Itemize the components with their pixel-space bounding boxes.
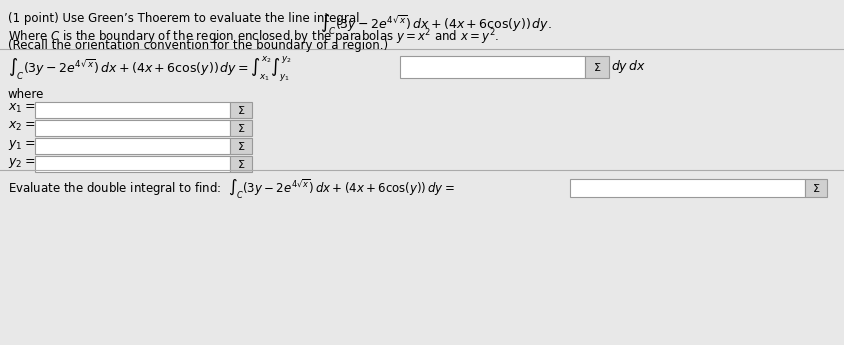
Text: $\Sigma$: $\Sigma$ [236, 140, 245, 152]
FancyBboxPatch shape [584, 56, 609, 78]
Text: $\Sigma$: $\Sigma$ [236, 158, 245, 170]
FancyBboxPatch shape [35, 102, 230, 118]
Text: $\Sigma$: $\Sigma$ [236, 122, 245, 134]
Text: Evaluate the double integral to find:  $\int_C (3y - 2e^{4\sqrt{x}})\,dx + (4x +: Evaluate the double integral to find: $\… [8, 177, 454, 201]
Text: $y_1 =$: $y_1 =$ [8, 138, 35, 152]
FancyBboxPatch shape [804, 179, 826, 197]
Text: $\int_C (3y - 2e^{4\sqrt{x}})\,dx + (4x + 6\cos(y))\,dy = \int_{x_1}^{x_2}\int_{: $\int_C (3y - 2e^{4\sqrt{x}})\,dx + (4x … [8, 55, 292, 84]
FancyBboxPatch shape [399, 56, 584, 78]
Text: $\Sigma$: $\Sigma$ [811, 182, 820, 194]
FancyBboxPatch shape [230, 138, 252, 154]
FancyBboxPatch shape [570, 179, 804, 197]
Text: where: where [8, 88, 45, 101]
FancyBboxPatch shape [35, 156, 230, 172]
Text: Where $C$ is the boundary of the region enclosed by the parabolas $y = x^2$ and : Where $C$ is the boundary of the region … [8, 27, 499, 47]
FancyBboxPatch shape [230, 120, 252, 136]
Text: (Recall the orientation convention for the boundary of a region.): (Recall the orientation convention for t… [8, 39, 387, 52]
Text: $\Sigma$: $\Sigma$ [592, 61, 600, 73]
Text: (1 point) Use Green’s Thoerem to evaluate the line integral: (1 point) Use Green’s Thoerem to evaluat… [8, 12, 359, 25]
Text: $\Sigma$: $\Sigma$ [236, 104, 245, 116]
FancyBboxPatch shape [35, 138, 230, 154]
FancyBboxPatch shape [230, 102, 252, 118]
FancyBboxPatch shape [35, 120, 230, 136]
Text: $x_1 =$: $x_1 =$ [8, 102, 35, 115]
Text: $y_2 =$: $y_2 =$ [8, 156, 35, 170]
Text: $x_2 =$: $x_2 =$ [8, 120, 35, 133]
Text: $\int_C (3y - 2e^{4\sqrt{x}})\,dx + (4x + 6\cos(y))\,dy.$: $\int_C (3y - 2e^{4\sqrt{x}})\,dx + (4x … [320, 12, 551, 37]
FancyBboxPatch shape [230, 156, 252, 172]
Text: $dy\,dx$: $dy\,dx$ [610, 58, 645, 75]
